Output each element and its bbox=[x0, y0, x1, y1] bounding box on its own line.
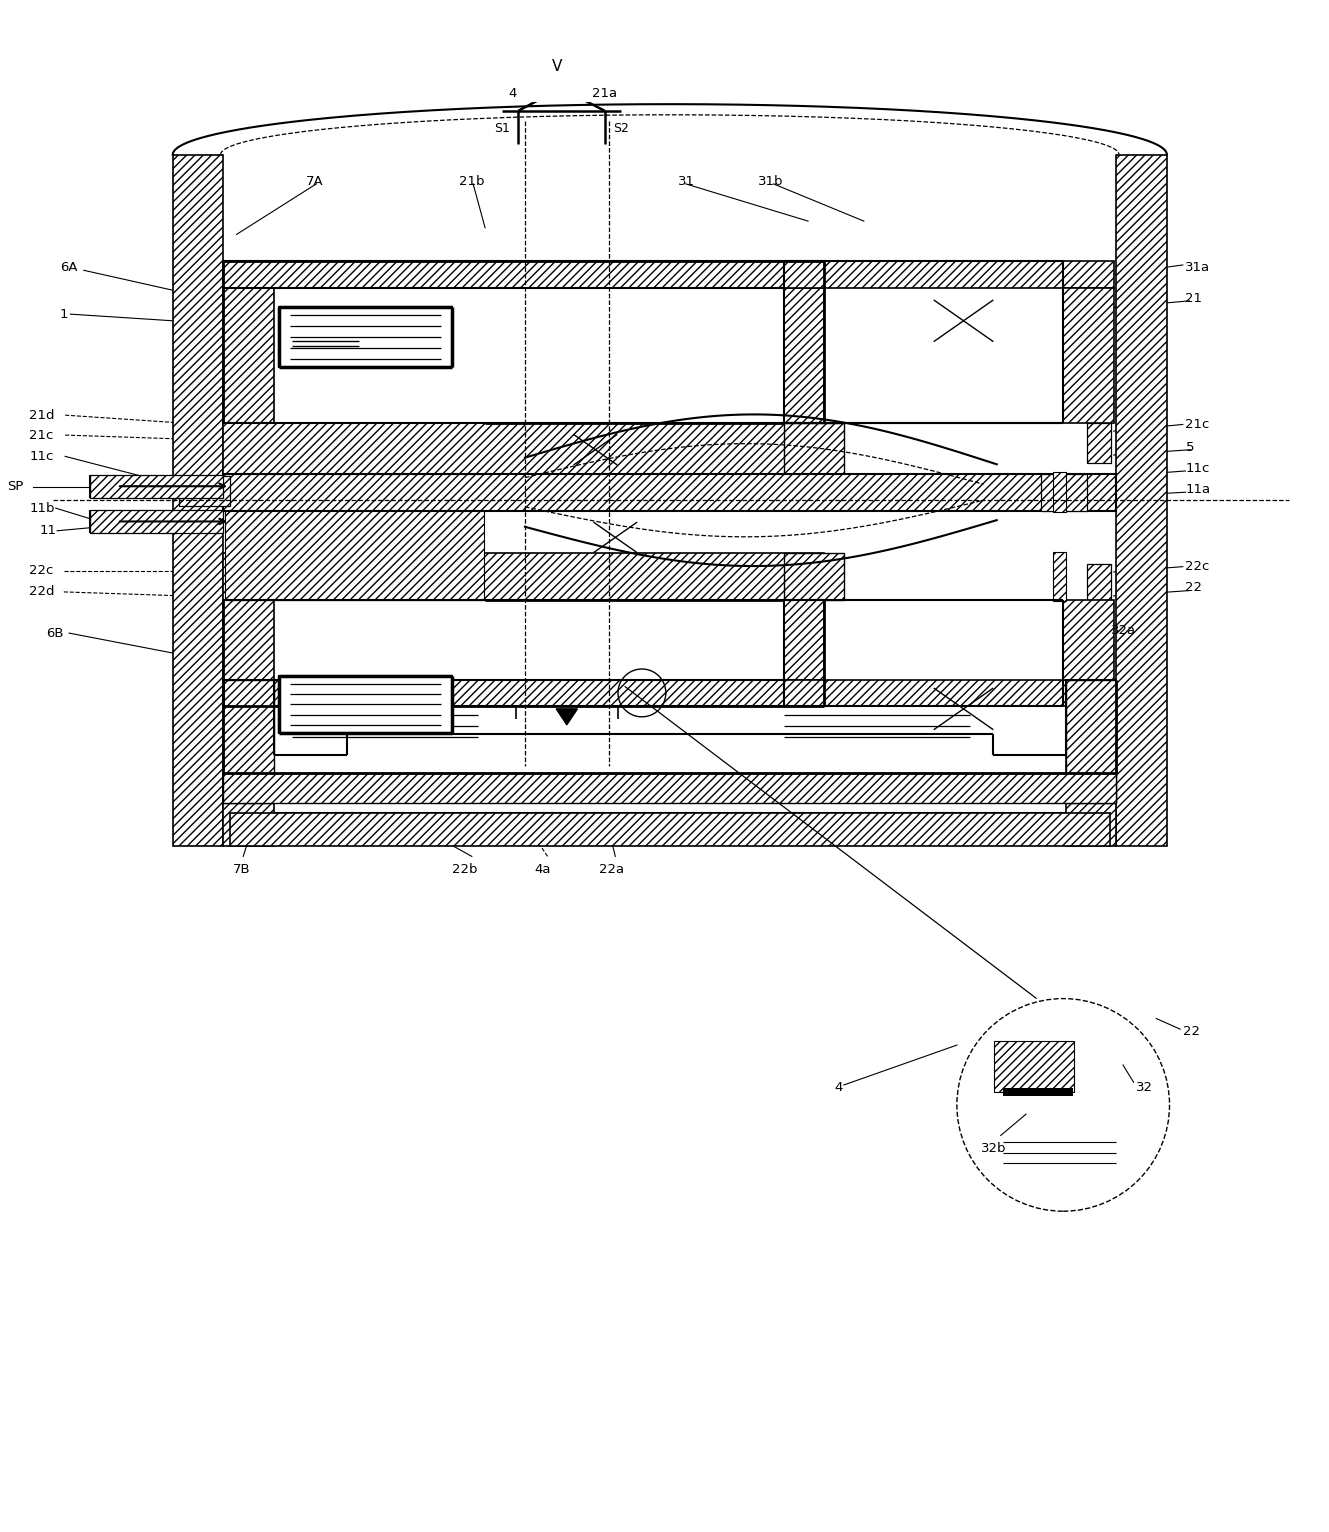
Text: 6A: 6A bbox=[60, 260, 77, 274]
Text: 21c: 21c bbox=[1185, 418, 1209, 430]
Bar bbox=[784, 601, 824, 680]
Text: 31: 31 bbox=[678, 175, 695, 188]
Text: 4a: 4a bbox=[534, 863, 550, 876]
Bar bbox=[230, 812, 1110, 846]
Text: 21b: 21b bbox=[459, 175, 484, 188]
Bar bbox=[223, 473, 1116, 510]
Bar bbox=[1066, 680, 1116, 803]
Bar bbox=[1116, 155, 1167, 846]
Text: 32: 32 bbox=[1136, 1082, 1154, 1094]
Bar bbox=[1003, 1088, 1073, 1095]
Bar bbox=[1053, 472, 1066, 512]
Text: 11b: 11b bbox=[29, 501, 54, 515]
Text: 11c: 11c bbox=[29, 450, 53, 463]
Text: 4: 4 bbox=[509, 87, 517, 100]
Text: 5: 5 bbox=[1185, 441, 1193, 453]
Text: 21: 21 bbox=[1185, 291, 1203, 305]
Bar bbox=[223, 553, 824, 601]
Bar bbox=[90, 510, 223, 533]
Text: 11c: 11c bbox=[1185, 461, 1209, 475]
Bar bbox=[279, 308, 452, 368]
Text: 31b: 31b bbox=[758, 175, 783, 188]
Text: 11: 11 bbox=[40, 524, 57, 538]
Bar bbox=[223, 680, 274, 803]
Bar bbox=[223, 601, 274, 680]
Text: 22: 22 bbox=[1185, 582, 1203, 594]
Text: 7B: 7B bbox=[233, 863, 251, 876]
Text: 22c: 22c bbox=[29, 564, 53, 578]
Bar bbox=[1066, 680, 1116, 846]
Bar bbox=[1087, 423, 1111, 463]
Bar bbox=[784, 680, 1114, 706]
Bar bbox=[223, 260, 824, 288]
Text: 21a: 21a bbox=[593, 87, 617, 100]
Text: 32b: 32b bbox=[981, 1143, 1007, 1155]
Text: 11a: 11a bbox=[1185, 483, 1211, 496]
Bar bbox=[173, 155, 223, 846]
Bar bbox=[784, 288, 824, 423]
Text: 21d: 21d bbox=[29, 409, 54, 421]
Bar bbox=[1087, 564, 1111, 601]
Text: 1: 1 bbox=[60, 308, 68, 320]
Bar bbox=[90, 475, 223, 498]
Text: 4: 4 bbox=[835, 1082, 843, 1094]
Bar bbox=[223, 680, 824, 706]
Text: V: V bbox=[552, 58, 562, 74]
Polygon shape bbox=[556, 709, 577, 725]
Text: S2: S2 bbox=[613, 121, 629, 135]
Text: 7A: 7A bbox=[306, 175, 323, 188]
Bar bbox=[1041, 473, 1087, 510]
Bar bbox=[179, 476, 230, 506]
Bar bbox=[1063, 601, 1114, 680]
Bar bbox=[784, 423, 844, 473]
Bar bbox=[1063, 288, 1114, 423]
Text: 22b: 22b bbox=[452, 863, 478, 876]
Bar bbox=[225, 510, 484, 601]
Text: 22: 22 bbox=[1183, 1025, 1200, 1039]
Text: 22d: 22d bbox=[29, 585, 54, 599]
Text: 32a: 32a bbox=[1111, 624, 1136, 637]
Text: 22a: 22a bbox=[599, 863, 623, 876]
Bar bbox=[223, 288, 274, 423]
Text: 31a: 31a bbox=[1185, 260, 1211, 274]
Bar bbox=[784, 260, 1114, 288]
Text: 21c: 21c bbox=[29, 429, 53, 441]
Bar bbox=[784, 553, 844, 601]
Bar bbox=[1053, 552, 1066, 601]
Bar bbox=[279, 676, 452, 732]
Bar bbox=[223, 772, 1116, 803]
Text: 22c: 22c bbox=[1185, 561, 1209, 573]
Bar bbox=[994, 1042, 1074, 1092]
Bar bbox=[223, 680, 274, 846]
Text: 6B: 6B bbox=[47, 627, 64, 639]
Text: SP: SP bbox=[7, 481, 23, 493]
Bar bbox=[223, 423, 824, 473]
Text: S1: S1 bbox=[494, 121, 510, 135]
